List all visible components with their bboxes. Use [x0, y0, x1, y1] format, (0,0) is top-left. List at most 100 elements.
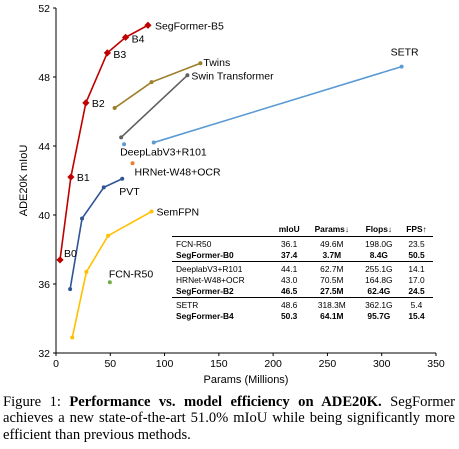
y-tick-label: 52	[38, 3, 50, 15]
cell-model: SETR	[172, 296, 273, 311]
series-end-label: Swin Transformer	[191, 70, 274, 82]
x-axis-title: Params (Millions)	[204, 374, 289, 386]
x-tick-label: 50	[104, 358, 116, 370]
data-point	[106, 233, 111, 238]
table-row: DeeplabV3+R101 44.1 62.7M 255.1G 14.1	[172, 260, 433, 275]
cell-fps: 5.4	[400, 296, 433, 311]
single-point-label: FCN-R50	[109, 268, 153, 280]
data-point	[101, 185, 106, 190]
series-line	[153, 65, 402, 144]
cell-model: DeeplabV3+R101	[172, 260, 273, 275]
cell-fps: 24.5	[408, 286, 425, 297]
table-row: SegFormer-B0 37.4 3.7M 8.4G 50.5	[172, 250, 433, 262]
table-header-fps: FPS↑	[400, 223, 433, 237]
cell-flops: 8.4G	[369, 250, 388, 261]
single-data-point	[130, 161, 135, 166]
cell-flops: 198.0G	[365, 239, 393, 249]
caption-text: SegFormer achieves a new state-of-the-ar…	[3, 394, 455, 443]
data-point	[112, 106, 117, 111]
data-point	[149, 80, 154, 85]
cell-fps: 23.5	[408, 239, 425, 249]
series-end-label: SETR	[391, 47, 419, 59]
cell-params: 70.5M	[320, 274, 344, 285]
cell-fps: 17.0	[408, 274, 425, 285]
axes: 0 50 100 150 200 250 300 350 32 36 40 44 48 52 Params …	[18, 3, 445, 386]
data-point	[121, 33, 130, 41]
series-end-label: PVT	[119, 186, 140, 198]
y-tick-label: 44	[38, 141, 50, 153]
figure-caption: Figure 1: Performance vs. model efficien…	[3, 394, 455, 443]
cell-model: HRNet-W48+OCR	[176, 274, 245, 285]
comparison-table-panel: mIoU Params↓ Flops↓ FPS↑ FCN-R50 36.1 49.6…	[172, 223, 433, 322]
y-tick-label: 32	[38, 348, 50, 360]
cell-params: 318.3M	[305, 296, 358, 311]
data-point	[70, 335, 75, 340]
single-point-label: DeepLabV3+R101	[120, 146, 207, 158]
point-label: B0	[64, 248, 77, 260]
series-line	[69, 178, 123, 290]
caption-bold: Performance vs. model efficiency on ADE2…	[69, 394, 382, 410]
y-tick-label: 40	[38, 210, 50, 222]
data-point	[198, 61, 203, 66]
table-row: SegFormer-B4 50.3 64.1M 95.7G 15.4	[172, 310, 433, 321]
series-end-label: Twins	[203, 57, 230, 69]
x-tick-label: 150	[210, 358, 228, 370]
data-point	[68, 287, 73, 292]
data-point	[84, 269, 89, 274]
series-line	[114, 62, 201, 109]
data-point	[151, 140, 156, 145]
caption-prefix: Figure 1:	[3, 394, 70, 410]
cell-miou: 50.3	[281, 310, 298, 321]
table-body: FCN-R50 36.1 49.6M 198.0G 23.5 SegFormer-B0 37…	[172, 237, 433, 322]
x-tick-label: 200	[264, 358, 282, 370]
cell-miou: 44.1	[272, 260, 306, 275]
cell-miou: 37.4	[281, 250, 298, 261]
table-header-model	[172, 223, 273, 237]
cell-fps: 14.1	[400, 260, 433, 275]
table-header-params: Params↓	[305, 223, 358, 237]
single-data-point	[122, 142, 127, 147]
comparison-table: mIoU Params↓ Flops↓ FPS↑ FCN-R50 36.1 49.6…	[172, 223, 433, 322]
x-tick-label: 100	[156, 358, 174, 370]
cell-flops: 255.1G	[357, 260, 401, 275]
y-tick-label: 36	[38, 279, 50, 291]
point-label: B2	[92, 98, 105, 110]
cell-flops: 164.8G	[365, 274, 393, 285]
table-row: HRNet-W48+OCR 43.0 70.5M 164.8G 17.0	[172, 274, 433, 285]
cell-params: 27.5M	[320, 286, 344, 297]
series-lines	[56, 21, 404, 340]
data-point	[144, 21, 152, 29]
x-tick-label: 350	[427, 358, 445, 370]
cell-model: SegFormer-B2	[176, 286, 234, 297]
cell-flops: 95.7G	[367, 310, 391, 321]
cell-params: 3.7M	[322, 250, 342, 261]
point-label: B3	[113, 49, 126, 61]
series-line	[71, 210, 152, 338]
single-data-point	[107, 280, 112, 285]
cell-miou: 48.6	[272, 296, 306, 311]
cell-fps: 50.5	[408, 250, 425, 261]
data-point	[80, 216, 85, 221]
x-tick-label: 0	[53, 358, 59, 370]
table-row: SETR 48.6 318.3M 362.1G 5.4	[172, 296, 433, 311]
cell-params: 62.7M	[305, 260, 358, 275]
point-label: SegFormer-B5	[155, 20, 224, 32]
data-point	[185, 73, 190, 78]
cell-fps: 15.4	[408, 310, 425, 321]
data-point	[120, 176, 125, 181]
y-tick-label: 48	[38, 72, 50, 84]
cell-model: FCN-R50	[176, 239, 212, 249]
cell-miou: 36.1	[281, 239, 298, 249]
data-point	[399, 64, 404, 69]
cell-flops: 62.4G	[367, 286, 391, 297]
table-header-row: mIoU Params↓ Flops↓ FPS↑	[172, 223, 433, 237]
cell-flops: 362.1G	[357, 296, 401, 311]
y-axis-title: ADE20K mIoU	[18, 145, 30, 217]
table-row: FCN-R50 36.1 49.6M 198.0G 23.5	[172, 237, 433, 250]
table-row: SegFormer-B2 46.5 27.5M 62.4G 24.5	[172, 286, 433, 298]
data-point	[119, 135, 124, 140]
data-point	[56, 256, 64, 264]
cell-miou: 43.0	[281, 274, 298, 285]
table-header-flops: Flops↓	[357, 223, 401, 237]
